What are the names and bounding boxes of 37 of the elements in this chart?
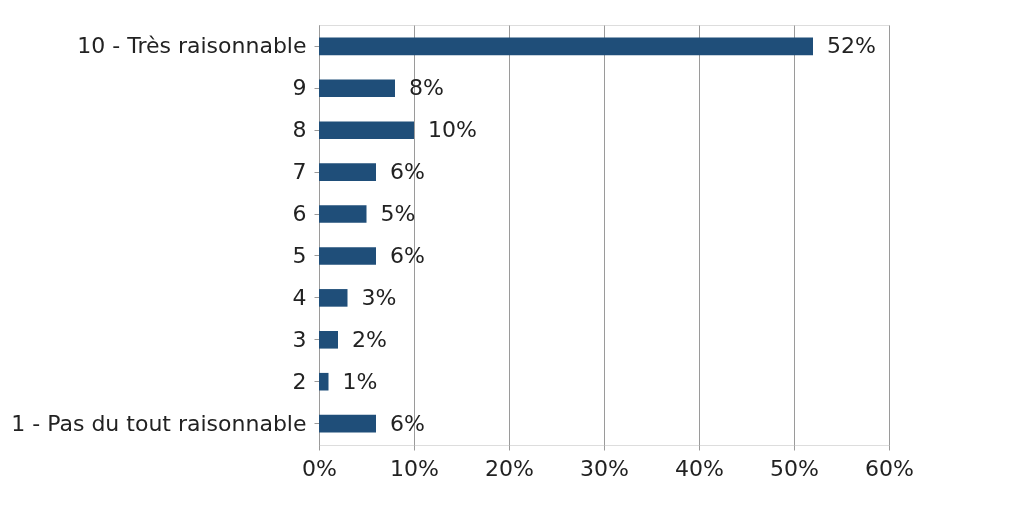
x-tick-label: 40% <box>675 455 724 481</box>
bar <box>319 79 395 98</box>
x-tick-label: 30% <box>580 455 629 481</box>
bar <box>319 372 329 391</box>
bar <box>319 414 376 433</box>
bar <box>319 247 376 265</box>
x-tick-label: 60% <box>865 455 914 481</box>
data-label: 10% <box>428 117 477 143</box>
bar <box>319 330 338 349</box>
data-label: 1% <box>342 368 378 394</box>
data-label: 52% <box>827 33 876 59</box>
bar <box>319 121 414 140</box>
x-tick-label: 20% <box>485 455 534 481</box>
data-label: 8% <box>409 75 444 101</box>
data-label: 3% <box>361 284 397 310</box>
y-tick-label: 6 <box>292 201 307 227</box>
data-label: 5% <box>380 201 416 227</box>
y-tick-label: 1 - Pas du tout raisonnable <box>11 410 307 436</box>
data-label: 6% <box>390 410 425 436</box>
y-tick-label: 2 <box>292 368 307 394</box>
data-label: 2% <box>352 326 387 352</box>
y-tick-label: 7 <box>292 159 307 185</box>
y-tick-label: 5 <box>292 242 307 268</box>
y-tick-label: 8 <box>292 117 307 143</box>
x-tick-label: 10% <box>390 455 439 481</box>
y-tick-label: 4 <box>292 284 307 310</box>
y-tick-label: 9 <box>292 75 307 101</box>
x-tick-label: 0% <box>302 455 337 481</box>
y-tick-label: 10 - Très raisonnable <box>77 33 307 59</box>
y-tick-label: 3 <box>292 326 307 352</box>
bar <box>319 37 813 56</box>
bar <box>319 289 348 307</box>
x-tick-label: 50% <box>770 455 819 481</box>
bar <box>319 205 367 223</box>
data-label: 6% <box>390 159 425 185</box>
data-label: 6% <box>390 242 425 268</box>
bar <box>319 163 376 181</box>
